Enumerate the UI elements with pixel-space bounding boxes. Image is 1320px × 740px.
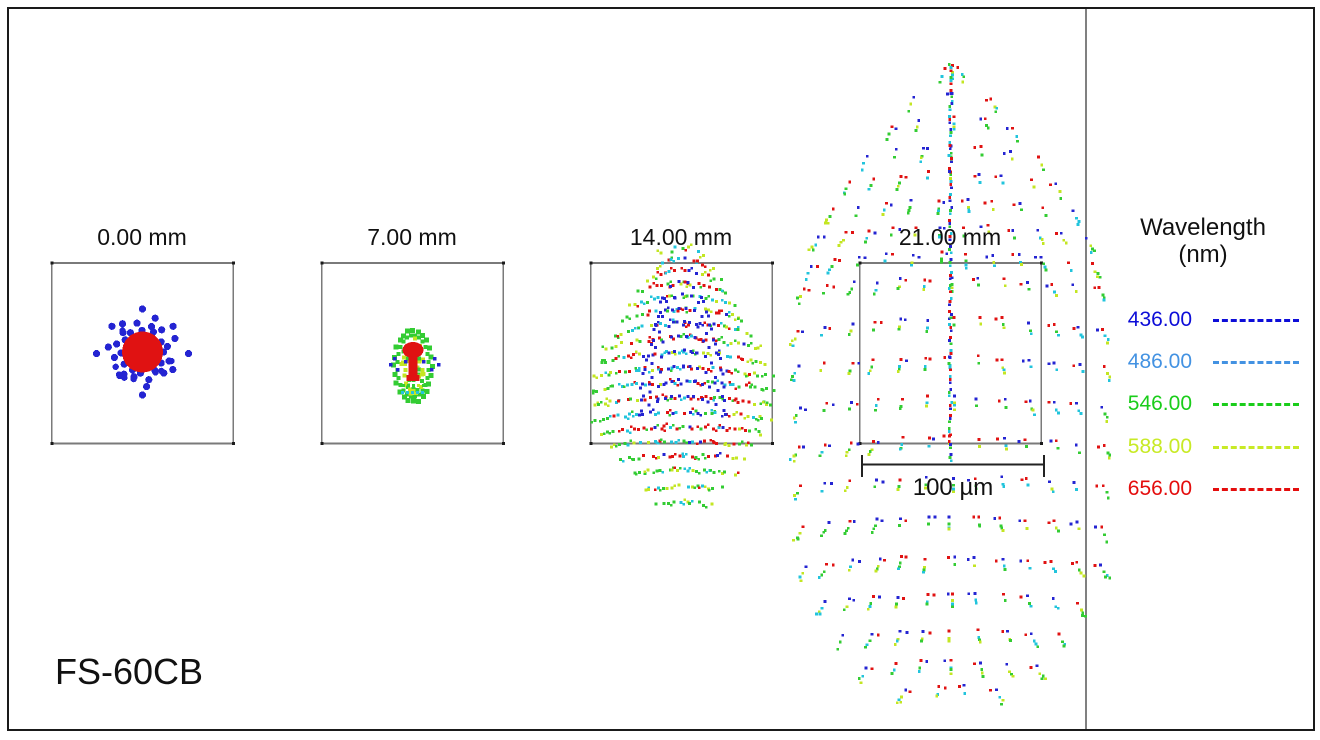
field-label-14mm: 14.00 mm [629,224,733,250]
legend-title-line2: (nm) [1178,241,1228,268]
spot-pattern-7mm [389,328,441,404]
figure-frame [7,7,1315,731]
legend-value-588: 588.00 [1127,435,1192,458]
legend-dash-436 [1213,319,1299,322]
legend-title-line1: Wavelength [1140,214,1266,241]
legend-value-436: 436.00 [1127,308,1192,331]
field-label-0mm: 0.00 mm [97,224,187,250]
legend-value-546: 546.00 [1127,392,1192,415]
scale-bar-label: 100 µm [912,474,994,501]
legend-value-656: 656.00 [1127,477,1192,500]
field-label-7mm: 7.00 mm [367,224,457,250]
legend-value-486: 486.00 [1127,350,1192,373]
lens-title: FS-60CB [55,651,204,692]
legend-title: Wavelength (nm) [1118,214,1288,268]
field-label-21mm: 21.00 mm [898,224,1002,250]
legend-dash-656 [1213,488,1299,491]
scale-bar [861,455,1045,477]
spot-pattern-14mm [590,243,776,509]
legend-dash-486 [1213,361,1299,364]
spot-pattern-0mm [92,305,193,399]
legend-dash-588 [1213,446,1299,449]
spot-pattern-21mm [788,63,1112,706]
legend-dash-546 [1213,403,1299,406]
field-boxes [50,261,1043,445]
